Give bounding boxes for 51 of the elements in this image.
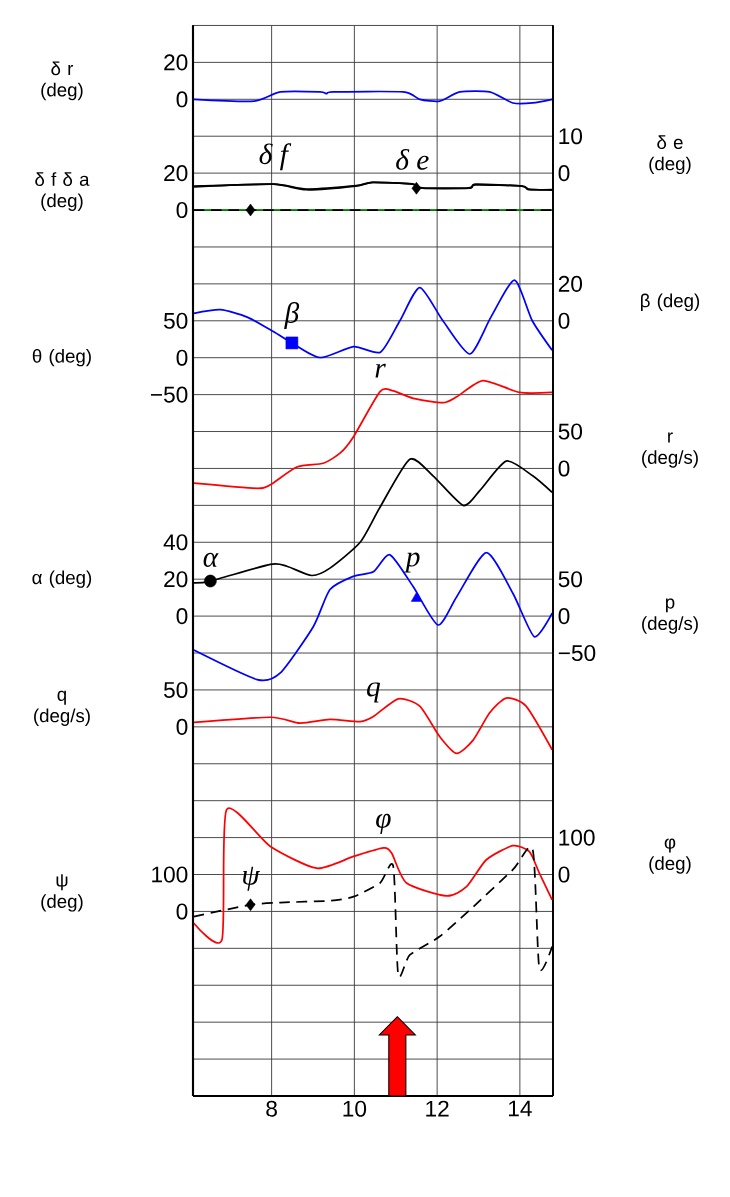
y2-tick-label: 0 xyxy=(558,866,570,883)
y-tick-label: 0 xyxy=(176,903,188,920)
annotation: p xyxy=(404,552,420,573)
y2-tick-label: 0 xyxy=(558,165,570,182)
y-axis-title: δ f δ a (deg) xyxy=(35,172,90,211)
x-tick-label: 10 xyxy=(343,1100,367,1117)
y-axis-title: δ r (deg) xyxy=(41,61,83,101)
annotation: α xyxy=(203,552,219,567)
y2-tick-label: 0 xyxy=(558,608,570,625)
y-tick-label: −50 xyxy=(150,386,188,403)
y2-tick-label: 50 xyxy=(558,571,583,588)
y2-tick-label: 50 xyxy=(558,423,583,440)
x-tick-label: 14 xyxy=(509,1100,532,1117)
annotation: δ e xyxy=(396,149,429,170)
line-series xyxy=(193,279,553,359)
line-series xyxy=(193,379,553,490)
y-tick-label: 20 xyxy=(164,571,188,588)
y-tick-label: 50 xyxy=(163,681,188,698)
y2-tick-label: 0 xyxy=(558,312,570,329)
y2-axis-title: p (deg/s) xyxy=(642,598,698,634)
y-tick-label: 0 xyxy=(176,349,188,366)
y-tick-label: 100 xyxy=(152,866,188,883)
x-tick-label: 8 xyxy=(266,1100,277,1117)
y-tick-label: 50 xyxy=(163,312,188,329)
y-tick-label: 40 xyxy=(163,534,188,551)
y-tick-label: 0 xyxy=(176,608,188,625)
y-axis-title: α (deg) xyxy=(32,570,92,588)
y-tick-label: 0 xyxy=(176,91,188,108)
y2-tick-label: −50 xyxy=(558,644,596,662)
y-tick-label: 20 xyxy=(164,165,188,182)
y2-axis-title: β (deg) xyxy=(641,293,700,312)
y2-tick-label: 20 xyxy=(558,275,583,292)
line-series xyxy=(193,551,553,682)
y2-axis-title: φ (deg) xyxy=(649,838,691,874)
y2-axis-title: δ e (deg) xyxy=(649,135,691,175)
y-axis-title: q (deg/s) xyxy=(34,690,90,726)
y2-tick-label: 10 xyxy=(559,128,583,145)
annotation: β xyxy=(284,301,300,329)
y-axis-title: ψ (deg) xyxy=(41,874,83,912)
y2-axis-title: r (deg/s) xyxy=(642,432,698,468)
line-series xyxy=(193,90,553,105)
y-axis-title: θ (deg) xyxy=(32,348,91,367)
y2-tick-label: 100 xyxy=(559,829,595,846)
annotation: r xyxy=(375,363,386,378)
x-tick-label: 12 xyxy=(426,1100,449,1117)
y-tick-label: 0 xyxy=(176,202,188,219)
y-tick-label: 20 xyxy=(164,54,188,71)
annotation: q xyxy=(367,682,381,703)
y-tick-label: 0 xyxy=(176,718,188,735)
annotation: φ xyxy=(376,813,391,834)
y2-tick-label: 0 xyxy=(558,460,570,477)
